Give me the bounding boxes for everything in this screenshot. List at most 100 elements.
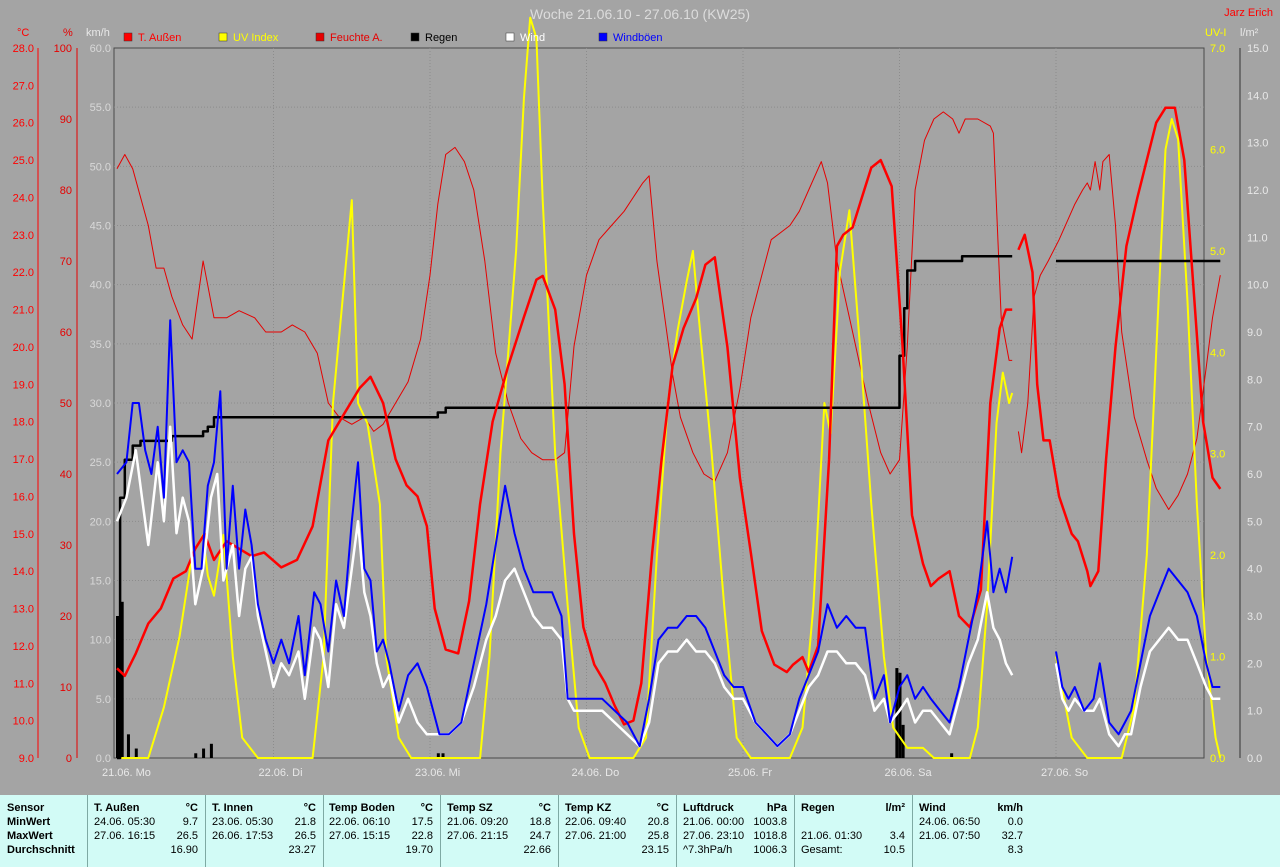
- legend-label: Windböen: [613, 32, 663, 44]
- temp-tick-label: 20.0: [13, 342, 34, 354]
- rain-tick-label: 1.0: [1247, 706, 1262, 718]
- stats-avg-label: ^7.3hPa/h: [683, 844, 733, 856]
- rain-bar: [194, 753, 198, 758]
- uv-tick-label: 2.0: [1210, 550, 1225, 562]
- axis-unit-label: l/m²: [1240, 27, 1259, 39]
- rain-tick-label: 4.0: [1247, 564, 1262, 576]
- uv-tick-label: 5.0: [1210, 246, 1225, 258]
- legend-swatch: [505, 32, 515, 42]
- rain-tick-label: 12.0: [1247, 185, 1268, 197]
- stats-avg-value: 19.70: [405, 844, 433, 856]
- stats-max-value: 26.5: [294, 830, 316, 842]
- series-windb-en-line: [1055, 567, 1221, 736]
- stats-max-value: 22.8: [411, 830, 433, 842]
- stats-column-unit: hPa: [766, 802, 787, 814]
- legend-label: Feuchte A.: [330, 32, 383, 44]
- wind-tick-label: 40.0: [90, 280, 111, 292]
- stats-column: Temp SZ °C 21.06. 09:20 18.8 27.06. 21:15 24.…: [441, 795, 559, 867]
- humidity-tick-label: 100: [54, 43, 72, 55]
- stats-column: Temp Boden °C 22.06. 06:10 17.5 27.06. 15:15…: [323, 795, 441, 867]
- statistics-table: Sensor MinWert MaxWert Durchschnitt T. Außen…: [0, 795, 1280, 867]
- day-label: 21.06. Mo: [102, 767, 151, 779]
- humidity-tick-label: 90: [60, 114, 72, 126]
- wind-tick-label: 20.0: [90, 516, 111, 528]
- series-uv-index-line: [117, 16, 1014, 759]
- rain-tick-label: 15.0: [1247, 43, 1268, 55]
- axis-unit-label: %: [63, 27, 73, 39]
- humidity-tick-label: 70: [60, 256, 72, 268]
- series-uv-index-line: [1055, 118, 1222, 759]
- rain-bar: [120, 601, 124, 758]
- stats-min-time: 24.06. 06:50: [919, 816, 981, 828]
- legend-label: Regen: [425, 32, 457, 44]
- legend-swatch: [315, 32, 325, 42]
- chart-title: Woche 21.06.10 - 27.06.10 (KW25): [530, 6, 750, 22]
- uv-tick-label: 6.0: [1210, 144, 1225, 156]
- legend-swatch: [410, 32, 420, 42]
- uv-tick-label: 7.0: [1210, 43, 1225, 55]
- stats-min-time: 21.06. 00:00: [683, 816, 745, 828]
- rain-bar: [134, 748, 138, 758]
- wind-tick-label: 15.0: [90, 576, 111, 588]
- stats-min-time: 24.06. 05:30: [94, 816, 156, 828]
- series-windb-en-line: [116, 319, 1014, 748]
- stats-min-value: 18.8: [529, 816, 551, 828]
- stats-row-label: Sensor: [7, 802, 45, 814]
- rain-tick-label: 5.0: [1247, 516, 1262, 528]
- stats-max-time: 27.06. 21:15: [447, 830, 509, 842]
- wind-tick-label: 25.0: [90, 457, 111, 469]
- rain-bar: [209, 743, 213, 758]
- day-label: 22.06. Di: [259, 767, 303, 779]
- uv-tick-label: 4.0: [1210, 347, 1225, 359]
- rain-bar: [116, 616, 119, 758]
- plot-area: [113, 16, 1222, 760]
- stats-max-time: 27.06. 23:10: [683, 830, 745, 842]
- wind-tick-label: 60.0: [90, 43, 111, 55]
- stats-avg-value: 10.5: [883, 844, 905, 856]
- temp-tick-label: 22.0: [13, 267, 34, 279]
- series-wind-line: [115, 425, 1014, 748]
- legend-swatch: [123, 32, 133, 42]
- rain-tick-label: 6.0: [1247, 469, 1262, 481]
- stats-min-value: 1003.8: [753, 816, 787, 828]
- temp-tick-label: 27.0: [13, 80, 34, 92]
- humidity-tick-label: 10: [60, 682, 72, 694]
- stats-min-time: 22.06. 09:40: [565, 816, 627, 828]
- stats-row-label: MinWert: [7, 816, 51, 828]
- stats-column-unit: l/m²: [885, 802, 905, 814]
- legend-swatch: [218, 32, 228, 42]
- stats-max-value: 25.8: [647, 830, 669, 842]
- rain-tick-label: 2.0: [1247, 658, 1262, 670]
- series-t-au-en-line: [116, 158, 1013, 726]
- axis-unit-label: km/h: [86, 27, 110, 39]
- stats-column: Temp KZ °C 22.06. 09:40 20.8 27.06. 21:00 25.…: [559, 795, 677, 867]
- stats-column-unit: °C: [420, 802, 433, 814]
- stats-row-label: Durchschnitt: [7, 844, 75, 856]
- stats-max-time: 27.06. 15:15: [329, 830, 391, 842]
- humidity-tick-label: 30: [60, 540, 72, 552]
- humidity-tick-label: 0: [66, 753, 72, 765]
- uv-tick-label: 3.0: [1210, 449, 1225, 461]
- wind-tick-label: 50.0: [90, 161, 111, 173]
- stats-column-name: Wind: [919, 802, 946, 814]
- weather-chart: 21.06. Mo 22.06. Di 23.06. Mi 24.06. Do 25.0…: [13, 6, 1273, 779]
- stats-column: Regen l/m² 21.06. 01:30 3.4 Gesamt: 10.5: [795, 795, 913, 867]
- stats-max-value: 32.7: [1001, 830, 1023, 842]
- stats-row-labels: Sensor MinWert MaxWert Durchschnitt: [0, 795, 88, 867]
- stats-column: T. Außen °C 24.06. 05:30 9.7 27.06. 16:15 26.…: [88, 795, 206, 867]
- uv-tick-label: 1.0: [1210, 652, 1225, 664]
- stats-max-time: 26.06. 17:53: [212, 830, 274, 842]
- rain-bar: [441, 753, 445, 758]
- series-wind-line: [1054, 626, 1221, 748]
- temp-tick-label: 17.0: [13, 454, 34, 466]
- stats-max-time: 27.06. 21:00: [565, 830, 627, 842]
- series-feuchte-a-line: [1017, 154, 1221, 510]
- stats-max-time: 27.06. 16:15: [94, 830, 156, 842]
- humidity-tick-label: 60: [60, 327, 72, 339]
- stats-min-value: 0.0: [1007, 816, 1023, 828]
- stats-column-name: Regen: [801, 802, 835, 814]
- stats-column-name: Temp SZ: [447, 802, 493, 814]
- stats-avg-label: Gesamt:: [801, 844, 843, 856]
- legend-swatch: [598, 32, 608, 42]
- temp-tick-label: 11.0: [13, 678, 34, 690]
